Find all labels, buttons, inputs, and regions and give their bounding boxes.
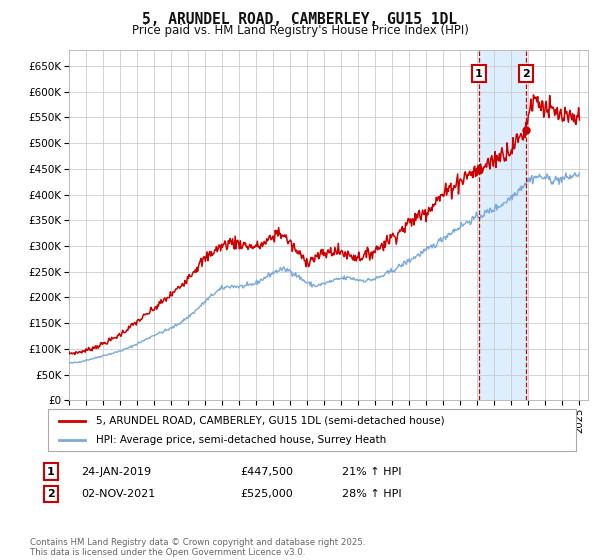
Text: 24-JAN-2019: 24-JAN-2019	[81, 466, 151, 477]
Text: 28% ↑ HPI: 28% ↑ HPI	[342, 489, 401, 499]
Text: £525,000: £525,000	[240, 489, 293, 499]
Text: 1: 1	[475, 68, 482, 78]
Text: HPI: Average price, semi-detached house, Surrey Heath: HPI: Average price, semi-detached house,…	[95, 435, 386, 445]
Text: 21% ↑ HPI: 21% ↑ HPI	[342, 466, 401, 477]
Text: £447,500: £447,500	[240, 466, 293, 477]
Text: Contains HM Land Registry data © Crown copyright and database right 2025.
This d: Contains HM Land Registry data © Crown c…	[30, 538, 365, 557]
Text: 02-NOV-2021: 02-NOV-2021	[81, 489, 155, 499]
Text: 5, ARUNDEL ROAD, CAMBERLEY, GU15 1DL: 5, ARUNDEL ROAD, CAMBERLEY, GU15 1DL	[143, 12, 458, 27]
Text: 5, ARUNDEL ROAD, CAMBERLEY, GU15 1DL (semi-detached house): 5, ARUNDEL ROAD, CAMBERLEY, GU15 1DL (se…	[95, 416, 444, 426]
Text: 2: 2	[47, 489, 55, 499]
Text: 2: 2	[522, 68, 530, 78]
Bar	[479, 50, 526, 400]
Text: 1: 1	[47, 466, 55, 477]
Text: Price paid vs. HM Land Registry's House Price Index (HPI): Price paid vs. HM Land Registry's House …	[131, 24, 469, 36]
